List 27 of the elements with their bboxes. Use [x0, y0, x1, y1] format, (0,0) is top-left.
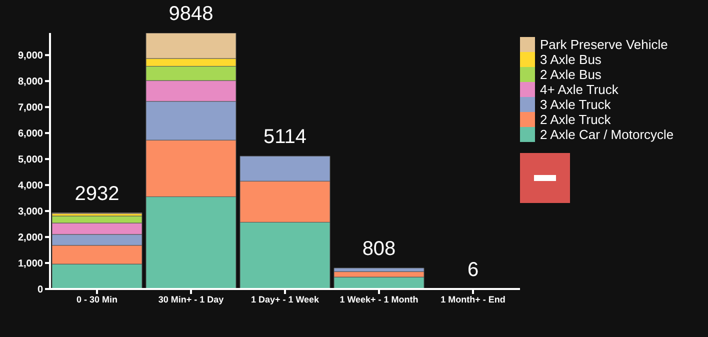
y-tick-label: 0 — [37, 284, 44, 296]
total-label: 9848 — [168, 3, 214, 26]
y-tick-label: 5,000 — [18, 154, 44, 166]
y-tick-label: 4,000 — [18, 180, 44, 192]
y-tick-label: 7,000 — [18, 102, 44, 114]
x-tick-label: 0 - 30 Min — [76, 294, 118, 304]
x-tick-label: 30 Min+ - 1 Day — [158, 294, 224, 304]
legend-label: 2 Axle Bus — [540, 67, 602, 82]
total-label: 808 — [361, 238, 397, 261]
legend-label: 2 Axle Truck — [540, 112, 611, 127]
x-tick-label: 1 Week+ - 1 Month — [340, 294, 418, 304]
legend-label: 3 Axle Bus — [540, 52, 602, 67]
total-label: 6 — [466, 258, 480, 282]
x-tick-label: 1 Month+ - End — [440, 294, 506, 304]
y-tick-label: 8,000 — [18, 76, 44, 88]
y-tick-label: 9,000 — [18, 50, 44, 62]
y-tick-label: 3,000 — [18, 206, 44, 218]
total-label: 2932 — [74, 182, 120, 206]
x-tick-label: 1 Day+ - 1 Week — [250, 294, 320, 304]
y-tick-label: 1,000 — [18, 258, 44, 270]
total-label: 5114 — [262, 126, 308, 150]
y-tick-label: 6,000 — [18, 128, 44, 140]
legend-label: 4+ Axle Truck — [540, 82, 618, 97]
legend-label: 2 Axle Car / Motorcycle — [540, 127, 674, 142]
y-tick-label: 2,000 — [18, 232, 44, 244]
legend-label: 3 Axle Truck — [540, 97, 611, 112]
legend-label: Park Preserve Vehicle — [540, 37, 668, 52]
